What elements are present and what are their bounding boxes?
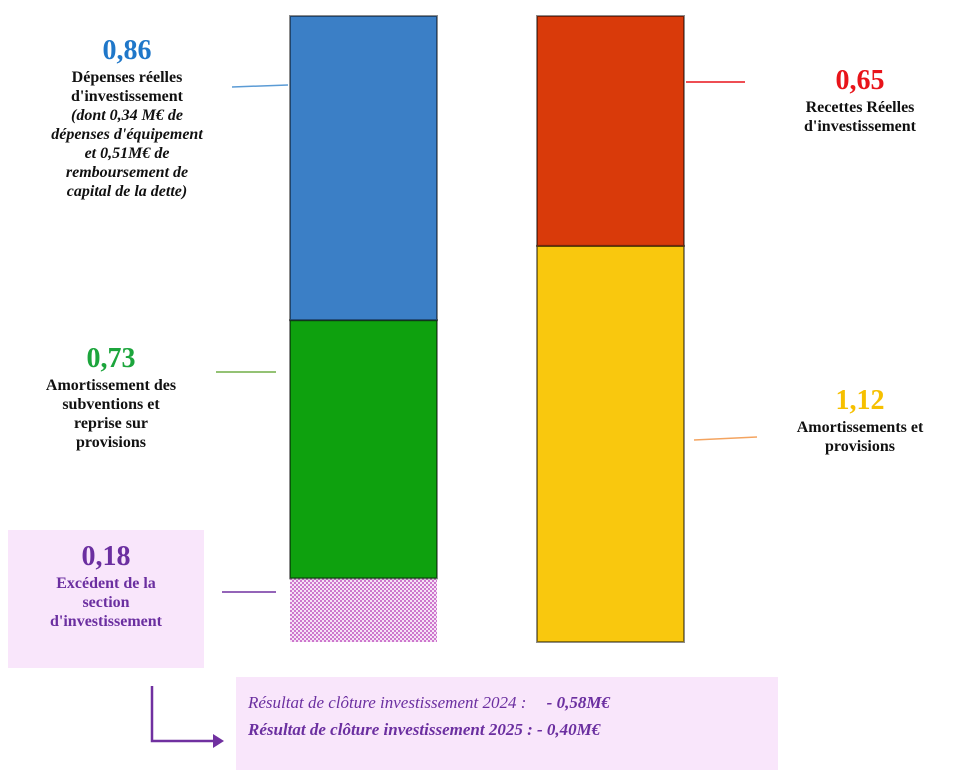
value-amortissements-provisions: 1,12 [835,385,885,416]
text-excedent-1: Excédent de la [56,575,156,592]
result-arrow-head [213,734,224,748]
bar-segment-3 [290,578,437,642]
text-rec-reelles-1: Recettes Réelles [805,99,915,116]
value-recettes-reelles: 0,65 [835,65,885,96]
result-2024-value: - 0,58M€ [546,693,610,712]
note-depenses-1: (dont 0,34 M€ de [71,107,183,124]
note-depenses-4: remboursement de [65,164,189,181]
text-excedent-2: section [82,594,130,611]
label-amortissements-provisions: 1,12 Amortissements et provisions [770,384,950,456]
result-2024: Résultat de clôture investissement 2024 … [248,693,610,713]
result-2025-value: - 0,40M€ [537,720,601,739]
text-amort-sub-2: subventions et [62,396,160,413]
text-rec-reelles-2: d'investissement [804,118,916,135]
leader-line-dep-reelles [231,84,289,88]
result-box [236,677,778,770]
bar-segment-1 [289,15,438,322]
value-excedent: 0,18 [81,541,131,572]
text-amort-sub-3: reprise sur [74,415,148,432]
result-2024-label: Résultat de clôture investissement 2024 … [248,693,527,712]
label-amortissement-subventions: 0,73 Amortissement des subventions et re… [6,342,216,452]
text-amort-prov-1: Amortissements et [796,419,924,436]
leader-line-amort-prov [693,436,758,441]
result-2025-label: Résultat de clôture investissement 2025 … [248,720,537,739]
label-depenses-reelles: 0,86 Dépenses réelles d'investissement (… [22,34,232,201]
note-depenses-5: capital de la dette) [66,183,188,200]
note-depenses-3: et 0,51M€ de [84,145,170,162]
excedent-box [8,530,204,668]
label-recettes-reelles: 0,65 Recettes Réelles d'investissement [770,64,950,136]
bar-segment-2 [289,319,438,580]
text-excedent-3: d'investissement [50,613,162,630]
text-depenses-reelles-2: d'investissement [71,88,183,105]
text-depenses-reelles-1: Dépenses réelles [71,69,183,86]
text-amort-sub-4: provisions [76,434,146,451]
value-depenses-reelles: 0,86 [102,35,152,66]
note-depenses-2: dépenses d'équipement [51,126,203,143]
label-excedent: 0,18 Excédent de la section d'investisse… [8,540,204,631]
text-amort-prov-2: provisions [825,438,895,455]
bar-segment-5 [536,244,685,644]
result-arrow [150,686,213,743]
bar-segment-4 [536,15,685,247]
text-amort-sub-1: Amortissement des [45,377,177,394]
result-2025: Résultat de clôture investissement 2025 … [248,720,600,740]
value-amortissement-subventions: 0,73 [86,343,136,374]
